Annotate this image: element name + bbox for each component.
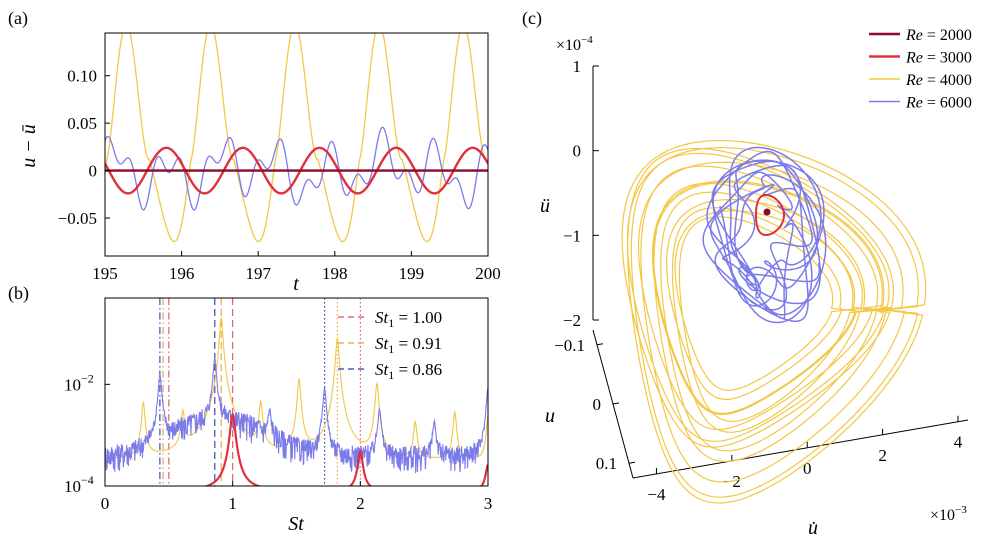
panel-b-legend-entry: St1 = 0.86 <box>375 360 442 382</box>
panel-b-xtick-label: 1 <box>228 494 237 513</box>
panel-a-frame <box>104 32 489 257</box>
panel-c-legend-entry: Re = 3000 <box>905 50 972 67</box>
panel-c-utick-label: 0 <box>593 395 602 414</box>
panel-a-ytick-label: 0.05 <box>67 114 97 133</box>
panel-b-xtick-label: 2 <box>356 494 365 513</box>
panel-c-label: (c) <box>522 8 542 29</box>
panel-c-series-3000 <box>755 194 785 236</box>
panel-a-xtick-label: 200 <box>475 264 501 283</box>
panel-b-series-4000 <box>105 315 488 460</box>
panel-c-legend-entry: Re = 2000 <box>905 27 972 44</box>
panel-a-ytick-label: 0.10 <box>67 67 97 86</box>
panel-c-udot-axis <box>632 419 969 479</box>
panel-a-plot-area <box>105 33 488 243</box>
panel-c-ztick-label: −2 <box>563 311 581 330</box>
panel-a-xtick-label: 196 <box>169 264 195 283</box>
panel-b-ticks: 0 1 2 310−210−4 <box>64 371 492 513</box>
panel-b-plot-area <box>105 298 488 486</box>
panel-a: (a) 195 196 197 198 199 200 0.10 0.05 0 −0.05 t u… <box>8 8 501 295</box>
panel-c-legend-entry: Re = 6000 <box>905 95 972 112</box>
panel-a-series-4000 <box>105 33 488 243</box>
panel-a-xtick-label: 195 <box>92 264 118 283</box>
panel-c-utick <box>612 402 620 405</box>
panel-b-legend-entry: St1 = 0.91 <box>375 334 442 356</box>
panel-c-zlabel: ü <box>540 195 550 217</box>
panel-b-ytick-label: 10 <box>64 375 81 394</box>
panel-b-ytick-exponent: −4 <box>81 473 94 487</box>
panel-a-ticks: 195 196 197 198 199 200 0.10 0.05 0 −0.05 <box>58 67 501 283</box>
panel-b-frame <box>104 297 489 487</box>
panel-c-ztick-label: −1 <box>563 226 581 245</box>
panel-b-ytick-label: 10 <box>64 477 81 496</box>
panel-c-legend-entry: Re = 4000 <box>905 72 972 89</box>
panel-c-ztick-label: 1 <box>573 57 582 76</box>
panel-a-ylabel: u − ū <box>18 124 40 168</box>
panel-a-xtick-label: 199 <box>399 264 425 283</box>
panel-c-ztick-label: 0 <box>573 142 582 161</box>
panel-b-label: (b) <box>8 283 29 304</box>
panel-b-xlabel: St <box>288 513 304 535</box>
panel-a-xlabel: t <box>293 273 299 295</box>
panel-c-udot-tick-label: 0 <box>803 459 812 478</box>
panel-c-udot-scale: ×10−3 <box>930 504 967 524</box>
panel-c-utick-label: −0.1 <box>554 336 585 355</box>
panel-c-udot-tick-label: 2 <box>878 446 887 465</box>
panel-b-legend-entry: St1 = 1.00 <box>375 308 442 330</box>
panel-b-xtick-label: 3 <box>484 494 493 513</box>
panel-b-legend: St1 = 1.00 St1 = 0.91 St1 = 0.86 <box>338 308 442 382</box>
panel-a-xtick-label: 198 <box>322 264 348 283</box>
panel-c-ylabel: u <box>545 405 555 427</box>
panel-c-series-4000 <box>621 140 927 504</box>
panel-b-series-6000 <box>105 358 488 474</box>
panel-a-series-3000 <box>105 146 488 195</box>
panel-c-utick-label: 0.1 <box>596 454 617 473</box>
panel-c-plot-area <box>621 140 927 504</box>
panel-b-ytick-exponent: −2 <box>81 371 94 385</box>
panel-c-series-6000 <box>702 146 827 324</box>
panel-b-xtick-label: 0 <box>101 494 110 513</box>
panel-a-ytick-label: 0 <box>89 162 98 181</box>
panel-c-legend: Re = 2000 Re = 3000 Re = 4000 Re = 6000 <box>869 27 972 112</box>
panel-c-series-2000 <box>763 208 771 216</box>
panel-a-series-6000 <box>105 126 488 211</box>
panel-a-xtick-label: 197 <box>245 264 271 283</box>
panel-c-xlabel: u̇ <box>808 517 818 539</box>
panel-c-udot-tick-label: 4 <box>954 433 963 452</box>
panel-c-udot-tick-label: −4 <box>647 485 666 504</box>
panel-a-label: (a) <box>8 8 28 29</box>
panel-a-ytick-label: −0.05 <box>58 209 97 228</box>
panel-c-z-scale: ×10−4 <box>556 34 593 54</box>
panel-c-utick <box>628 461 636 464</box>
panel-c-utick <box>596 343 604 346</box>
